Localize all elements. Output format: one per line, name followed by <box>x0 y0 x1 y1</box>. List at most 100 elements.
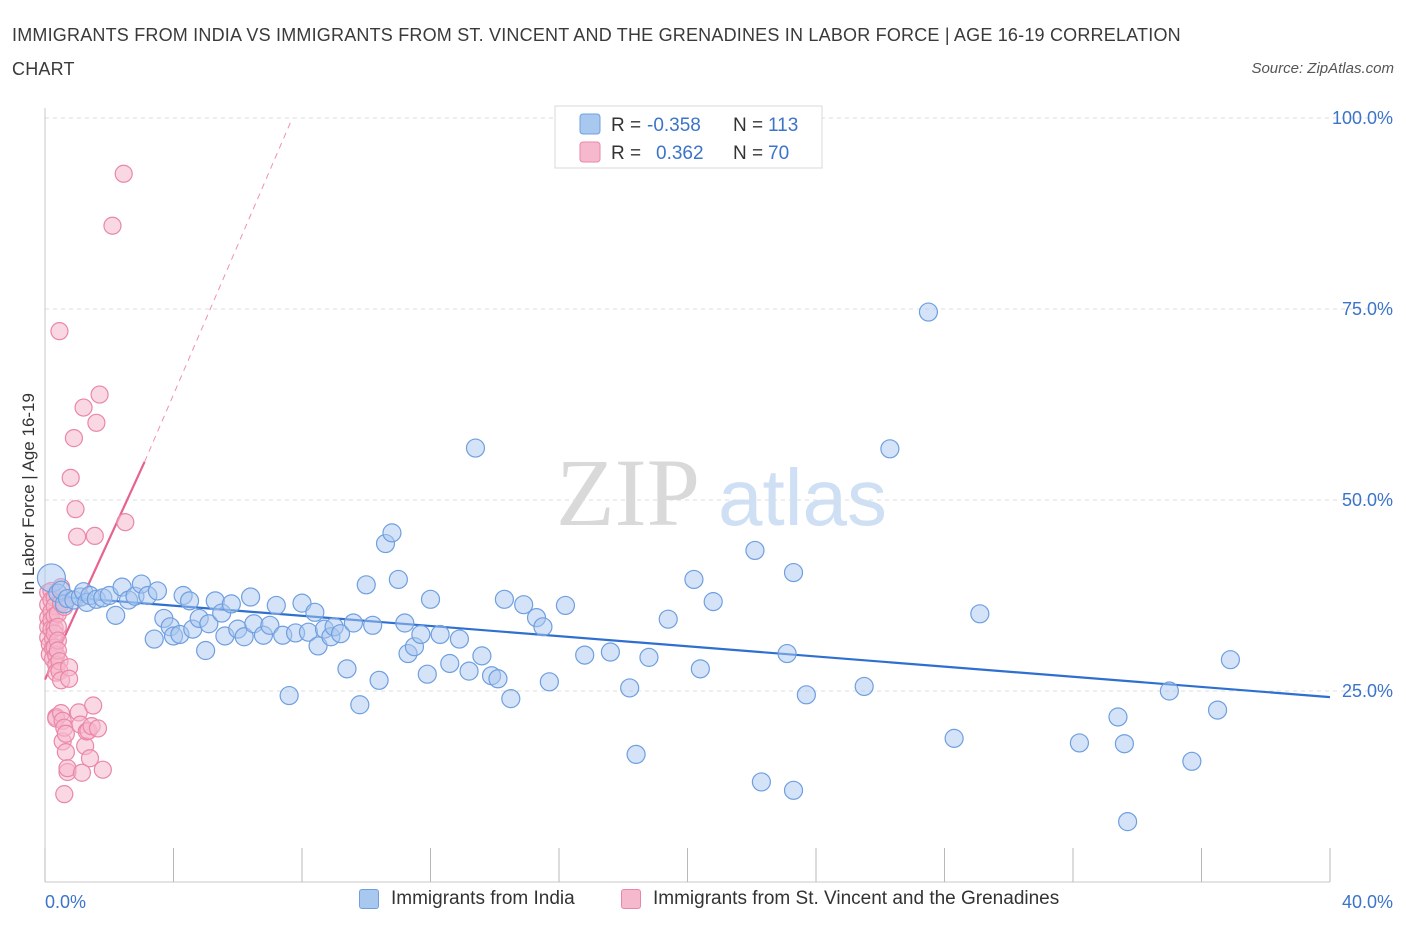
point-india-65 <box>411 624 431 645</box>
point-india-30 <box>199 614 219 634</box>
point-india-86 <box>626 744 646 765</box>
point-india-92 <box>745 540 765 561</box>
point-st-vincent-55 <box>74 398 93 417</box>
bottom-legend-swatch-india <box>359 889 379 909</box>
point-india-93 <box>751 772 771 792</box>
point-india-43 <box>279 685 299 706</box>
point-st-vincent-64 <box>88 719 108 738</box>
point-india-13 <box>106 605 126 625</box>
point-st-vincent-43 <box>56 743 75 762</box>
point-india-55 <box>350 695 370 715</box>
point-india-81 <box>539 672 559 692</box>
legend-r-label-india: R = <box>611 115 641 136</box>
bottom-legend-label-st-vincent: Immigrants from St. Vincent and the Gren… <box>653 888 1060 909</box>
point-india-26 <box>179 591 200 611</box>
point-india-34 <box>221 594 241 614</box>
point-india-67 <box>420 589 441 609</box>
point-india-20 <box>147 581 168 601</box>
point-st-vincent-63 <box>87 413 106 432</box>
legend-n-value-india: 113 <box>768 115 798 136</box>
watermark-atlas: atlas <box>718 453 887 542</box>
point-india-91 <box>703 592 723 612</box>
x-tick-label-0: 0.0% <box>45 892 86 912</box>
point-india-19 <box>144 629 164 649</box>
point-india-102 <box>970 604 990 624</box>
point-st-vincent-49 <box>64 429 84 448</box>
bottom-legend: Immigrants from India Immigrants from St… <box>0 888 1406 918</box>
point-india-71 <box>459 661 479 681</box>
stats-legend: R = -0.358 N = 113 R = 0.362 N = 70 <box>554 105 823 169</box>
point-india-98 <box>854 676 874 697</box>
points-st-vincent <box>39 164 135 804</box>
point-india-75 <box>488 669 508 689</box>
axes <box>44 108 1331 883</box>
point-india-89 <box>684 569 704 590</box>
point-india-99 <box>880 439 900 459</box>
point-st-vincent-69 <box>116 513 135 532</box>
point-st-vincent-65 <box>90 385 109 404</box>
point-st-vincent-54 <box>72 763 92 782</box>
legend-n-label-india: N = <box>733 115 763 136</box>
point-india-80 <box>533 617 553 637</box>
point-st-vincent-68 <box>114 164 133 183</box>
point-india-84 <box>600 642 621 662</box>
point-india-109 <box>1207 700 1228 720</box>
point-st-vincent-66 <box>93 760 112 779</box>
point-st-vincent-62 <box>85 526 104 546</box>
point-india-104 <box>1108 707 1128 727</box>
point-india-53 <box>337 659 357 679</box>
point-india-56 <box>356 575 376 595</box>
bottom-legend-label-india: Immigrants from India <box>391 888 575 909</box>
point-india-82 <box>555 595 576 616</box>
point-st-vincent-61 <box>84 696 103 715</box>
legend-n-label-st-vincent: N = <box>733 143 763 164</box>
legend-swatch-st-vincent <box>579 141 601 163</box>
y-tick-label-0: 100.0% <box>1332 108 1393 128</box>
point-india-57 <box>363 615 383 635</box>
point-india-69 <box>440 653 460 674</box>
point-india-72 <box>465 438 486 458</box>
point-india-37 <box>241 587 261 607</box>
point-st-vincent-41 <box>55 785 74 804</box>
point-india-107 <box>1159 681 1179 701</box>
point-st-vincent-67 <box>103 216 122 235</box>
tick-labels: 100.0% 75.0% 50.0% 25.0% 0.0% 40.0% <box>45 108 1393 912</box>
point-st-vincent-48 <box>61 468 80 487</box>
point-india-88 <box>658 609 678 629</box>
point-india-70 <box>449 629 470 649</box>
point-india-105 <box>1114 734 1135 754</box>
point-india-36 <box>234 627 254 647</box>
point-india-47 <box>305 602 325 622</box>
point-india-108 <box>1182 751 1202 771</box>
point-india-41 <box>266 595 286 616</box>
point-india-52 <box>330 624 351 644</box>
points-india <box>36 302 1241 832</box>
legend-r-value-st-vincent: 0.362 <box>656 143 704 164</box>
point-st-vincent-47 <box>59 669 79 688</box>
point-st-vincent-32 <box>50 322 69 341</box>
point-india-54 <box>343 613 363 633</box>
point-india-40 <box>260 615 280 635</box>
y-tick-label-2: 50.0% <box>1342 490 1393 510</box>
point-india-68 <box>430 624 450 645</box>
point-india-73 <box>472 646 492 666</box>
point-india-103 <box>1069 733 1090 753</box>
bottom-legend-india[interactable]: Immigrants from India <box>359 888 575 910</box>
y-axis-label: In Labor Force | Age 16-19 <box>19 393 38 595</box>
y-tick-label-3: 25.0% <box>1342 681 1393 701</box>
bottom-legend-st-vincent[interactable]: Immigrants from St. Vincent and the Gren… <box>621 888 1059 910</box>
point-india-94 <box>777 643 797 664</box>
watermark-zip: ZIP <box>556 439 700 546</box>
trend-line-st-vincent-extension <box>144 117 293 462</box>
point-india-61 <box>388 569 408 590</box>
point-india-87 <box>639 647 659 667</box>
legend-n-value-st-vincent: 70 <box>768 143 789 164</box>
point-india-29 <box>196 640 216 661</box>
point-india-106 <box>1118 812 1138 832</box>
point-st-vincent-50 <box>66 500 85 519</box>
point-india-60 <box>382 523 402 543</box>
point-st-vincent-51 <box>68 527 87 546</box>
y-tick-label-1: 75.0% <box>1342 299 1393 319</box>
legend-r-value-india: -0.358 <box>647 115 701 136</box>
